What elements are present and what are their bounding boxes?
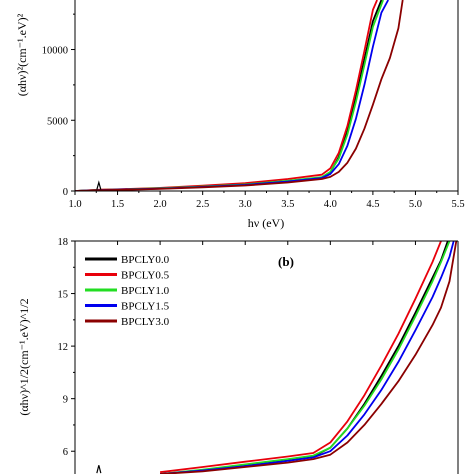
legend: BPCLY0.0 BPCLY0.5 BPCLY1.0 BPCLY1.5 BPCLY3.0 <box>85 254 170 328</box>
panel-b-y-axis-label: (αhν)^1/2(cm⁻¹.eV)^1/2 <box>17 298 31 415</box>
panel-a-x-tick-label: 5.5 <box>451 199 464 210</box>
legend-entry-label: BPCLY1.0 <box>121 285 170 297</box>
panel-b-y-tick-label: 9 <box>63 395 68 406</box>
panel-b-y-tick-label: 18 <box>58 237 69 248</box>
panel-a-x-tick-label: 3.0 <box>239 199 252 210</box>
panel-a-spike <box>96 180 102 190</box>
panel-a-x-tick-label: 3.5 <box>281 199 294 210</box>
panel-b-spike <box>96 465 102 474</box>
panel-a-x-tick-label: 2.5 <box>196 199 209 210</box>
legend-entry-label: BPCLY3.0 <box>121 316 170 328</box>
panel-a-y-tick-label: 10000 <box>42 46 68 57</box>
legend-entry-label: BPCLY1.5 <box>121 301 170 313</box>
panel-a-y-axis-label: (αhν)²(cm⁻¹.eV)² <box>15 13 29 96</box>
panel-b-y-tick-label: 12 <box>58 342 69 353</box>
panel-a-x-tick-label: 4.0 <box>324 199 337 210</box>
panel-b-series-line-3 <box>160 241 455 474</box>
panel-a-series-line-2 <box>75 0 384 191</box>
panel-a-x-tick-label: 2.0 <box>154 199 167 210</box>
panel-a-y-tick-label: 0 <box>63 187 68 198</box>
panel-a-series-line-1 <box>75 0 378 191</box>
legend-entry-label: BPCLY0.0 <box>121 254 170 266</box>
legend-entry-label: BPCLY0.5 <box>121 270 170 282</box>
panel-b-label: (b) <box>278 254 294 269</box>
panel-a-x-tick-label: 5.0 <box>409 199 422 210</box>
panel-a-x-axis-label: hν (eV) <box>248 216 284 230</box>
panel-b-series-line-0 <box>160 241 449 474</box>
panel-b-series-line-4 <box>160 241 458 474</box>
panel-a-x-tick-label: 4.5 <box>366 199 379 210</box>
panel-a-y-tick-label: 5000 <box>47 116 68 127</box>
panel-b-y-tick-label: 15 <box>58 290 69 301</box>
panel-a-x-tick-label: 1.5 <box>111 199 124 210</box>
panel-b-series-line-2 <box>160 241 451 474</box>
panel-a: 1.0 1.5 2.0 2.5 3.0 3.5 4.0 4.5 5.0 5.5 0 5000 1000… <box>15 0 465 230</box>
panel-a-series-line-3 <box>75 0 389 191</box>
panel-b-y-tick-label: 6 <box>63 447 68 458</box>
panel-a-series-line-4 <box>75 0 404 191</box>
panel-b: 6 9 12 15 18 (b) (αhν)^1/2(cm⁻¹.eV)^1/2 BPCL… <box>17 237 459 474</box>
panel-b-series-line-1 <box>159 241 442 474</box>
panel-a-x-tick-label: 1.0 <box>68 199 81 210</box>
